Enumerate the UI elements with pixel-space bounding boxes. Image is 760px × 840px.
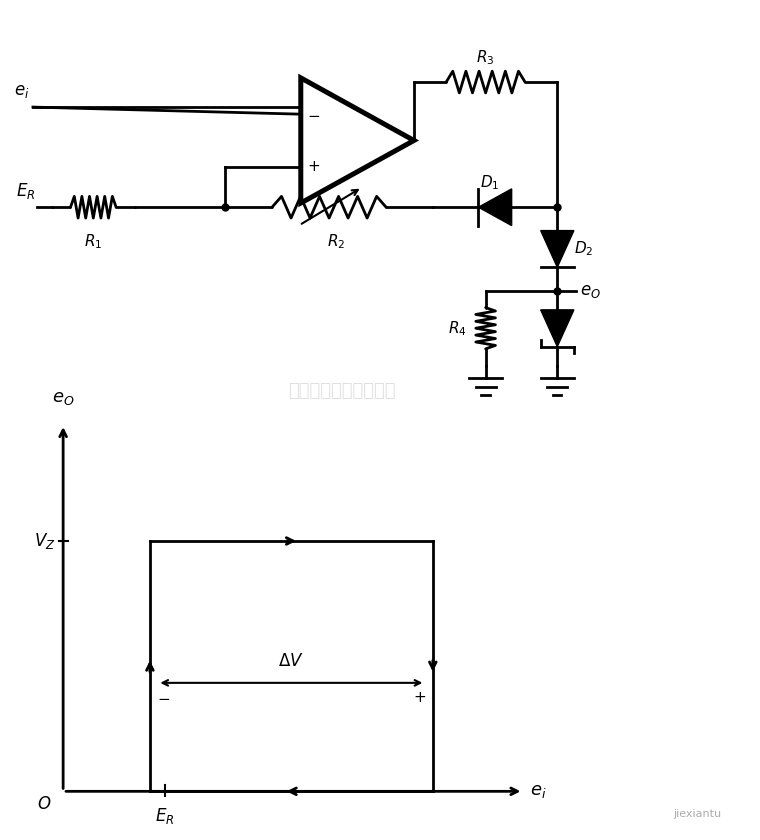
Text: $R_4$: $R_4$: [448, 319, 467, 338]
Polygon shape: [540, 310, 574, 347]
Text: $+$: $+$: [413, 690, 426, 706]
Text: $\Delta V$: $\Delta V$: [278, 653, 304, 670]
Text: $O$: $O$: [37, 795, 52, 813]
Text: $D_2$: $D_2$: [574, 239, 594, 258]
Text: 杭州将睢科技有限公司: 杭州将睢科技有限公司: [289, 382, 396, 400]
Text: $R_1$: $R_1$: [84, 232, 103, 251]
Text: $e_i$: $e_i$: [14, 82, 30, 101]
Text: $V_Z$: $V_Z$: [34, 531, 55, 551]
Polygon shape: [540, 231, 574, 267]
Text: $e_O$: $e_O$: [580, 281, 601, 300]
Text: $E_R$: $E_R$: [16, 181, 35, 201]
Text: $e_O$: $e_O$: [52, 390, 74, 407]
Text: $R_2$: $R_2$: [328, 232, 346, 251]
Text: $-$: $-$: [157, 690, 170, 706]
Text: $D_1$: $D_1$: [480, 174, 499, 192]
Text: jiexiantu: jiexiantu: [673, 809, 721, 819]
Text: $e_i$: $e_i$: [530, 782, 546, 801]
Text: $E_R$: $E_R$: [155, 806, 175, 827]
Polygon shape: [479, 189, 511, 226]
Text: $+$: $+$: [307, 160, 320, 174]
Text: $-$: $-$: [306, 107, 320, 122]
Text: $R_3$: $R_3$: [477, 49, 495, 67]
